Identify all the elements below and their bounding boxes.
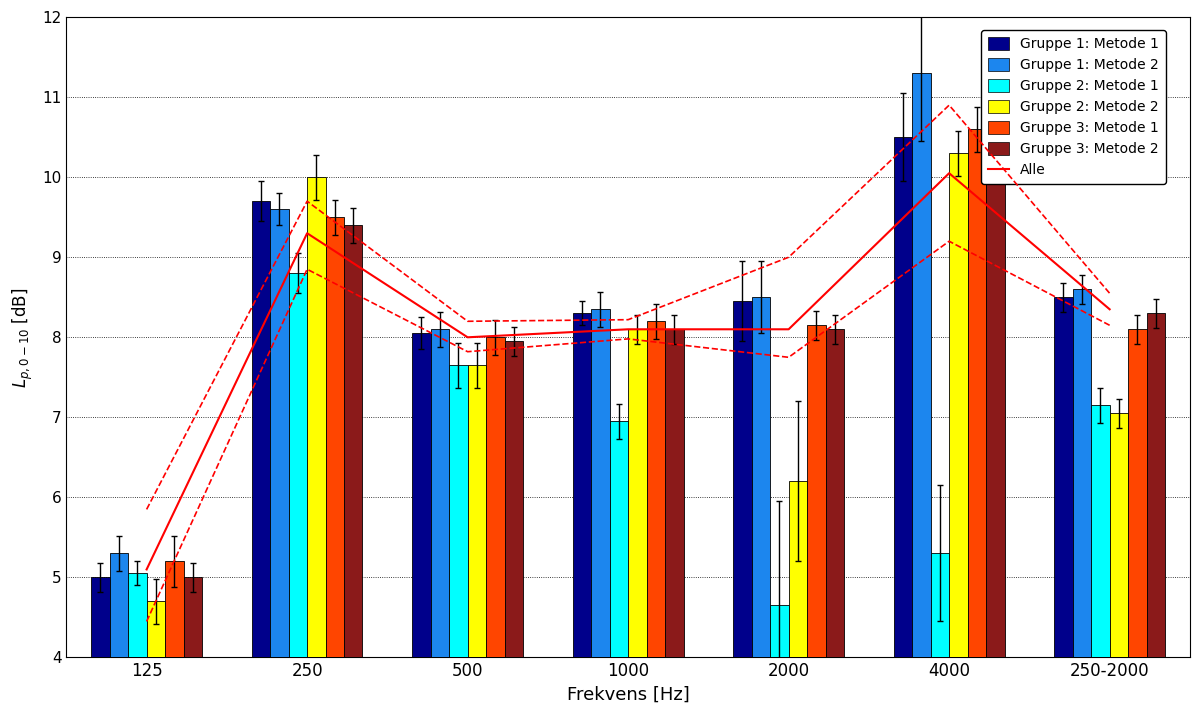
Bar	[646, 321, 665, 658]
Y-axis label: $L_{p,0-10}$ [dB]: $L_{p,0-10}$ [dB]	[11, 287, 35, 388]
Bar	[288, 273, 307, 658]
Bar	[752, 297, 770, 658]
Bar	[504, 341, 522, 658]
Bar	[1110, 413, 1128, 658]
Bar	[1092, 405, 1110, 658]
Bar	[486, 337, 504, 658]
Bar	[573, 313, 591, 658]
Bar	[913, 73, 931, 658]
Bar	[91, 578, 109, 658]
Bar	[931, 553, 949, 658]
Bar	[968, 129, 986, 658]
Bar	[412, 333, 431, 658]
Bar	[1147, 313, 1165, 658]
Bar	[628, 330, 646, 658]
Bar	[307, 177, 325, 658]
Bar	[665, 330, 683, 658]
Bar	[1072, 290, 1092, 658]
Bar	[431, 330, 449, 658]
Bar	[252, 201, 270, 658]
Bar	[270, 209, 288, 658]
Bar	[325, 217, 343, 658]
Bar	[184, 578, 202, 658]
Bar	[825, 330, 844, 658]
Bar	[789, 481, 807, 658]
Bar	[610, 421, 628, 658]
Bar	[449, 365, 467, 658]
Bar	[591, 310, 610, 658]
Bar	[770, 606, 789, 658]
Bar	[807, 325, 825, 658]
Bar	[147, 601, 165, 658]
X-axis label: Frekvens [Hz]: Frekvens [Hz]	[567, 686, 689, 704]
Bar	[165, 561, 184, 658]
Bar	[343, 225, 363, 658]
Bar	[986, 145, 1004, 658]
Bar	[1054, 297, 1072, 658]
Bar	[1128, 330, 1147, 658]
Bar	[734, 301, 752, 658]
Bar	[894, 137, 913, 658]
Bar	[129, 573, 147, 658]
Bar	[949, 153, 968, 658]
Bar	[467, 365, 486, 658]
Legend: Gruppe 1: Metode 1, Gruppe 1: Metode 2, Gruppe 2: Metode 1, Gruppe 2: Metode 2, : Gruppe 1: Metode 1, Gruppe 1: Metode 2, …	[981, 31, 1166, 184]
Bar	[109, 553, 129, 658]
